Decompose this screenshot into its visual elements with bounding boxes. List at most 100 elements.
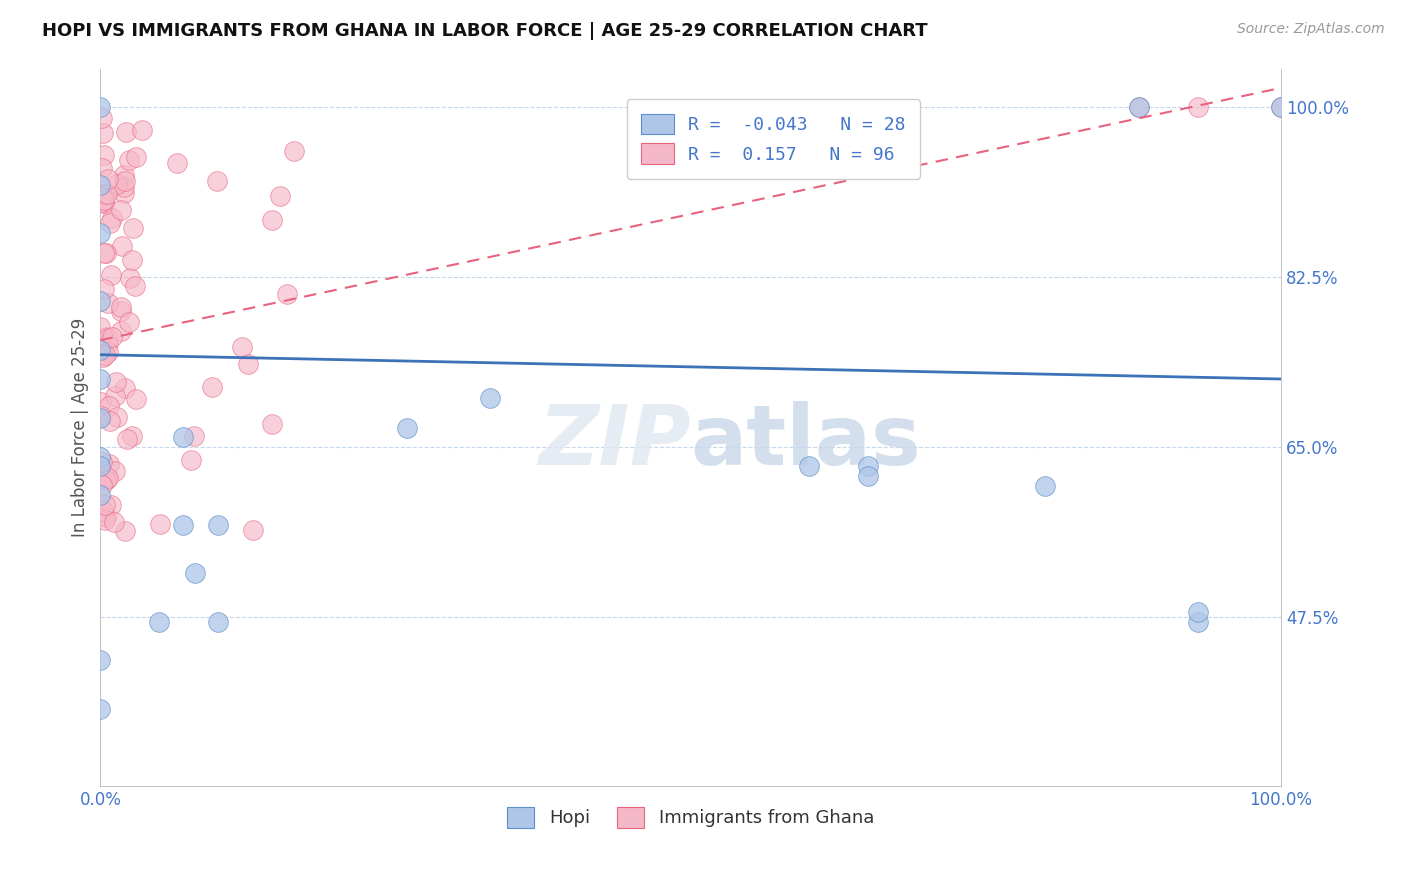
Point xyxy=(91,478,114,492)
Point xyxy=(112,180,135,194)
Point xyxy=(125,150,148,164)
Point xyxy=(89,653,111,667)
Point xyxy=(172,517,194,532)
Legend: Hopi, Immigrants from Ghana: Hopi, Immigrants from Ghana xyxy=(501,799,882,835)
Point xyxy=(183,429,205,443)
Point xyxy=(797,459,820,474)
Point xyxy=(110,304,132,318)
Point xyxy=(89,702,111,716)
Point xyxy=(104,389,127,403)
Point xyxy=(96,471,118,485)
Point xyxy=(149,517,172,532)
Point xyxy=(94,473,117,487)
Point xyxy=(89,178,111,192)
Point xyxy=(90,409,112,424)
Point xyxy=(1033,479,1056,493)
Point xyxy=(110,202,132,217)
Point xyxy=(91,161,114,176)
Point xyxy=(121,253,143,268)
Point xyxy=(1270,100,1292,114)
Point xyxy=(93,513,115,527)
Point xyxy=(89,410,111,425)
Point xyxy=(114,380,136,394)
Point xyxy=(105,410,128,425)
Text: Source: ZipAtlas.com: Source: ZipAtlas.com xyxy=(1237,22,1385,37)
Point xyxy=(111,239,134,253)
Point xyxy=(101,329,124,343)
Point xyxy=(89,343,111,357)
Point xyxy=(89,227,111,241)
Point xyxy=(97,330,120,344)
Point xyxy=(94,329,117,343)
Point xyxy=(93,245,115,260)
Point xyxy=(184,566,207,580)
Point xyxy=(115,125,138,139)
Point xyxy=(110,324,132,338)
Point xyxy=(260,417,283,431)
Point xyxy=(89,372,111,386)
Point xyxy=(91,194,114,209)
Text: HOPI VS IMMIGRANTS FROM GHANA IN LABOR FORCE | AGE 25-29 CORRELATION CHART: HOPI VS IMMIGRANTS FROM GHANA IN LABOR F… xyxy=(42,22,928,40)
Point xyxy=(97,399,120,413)
Point xyxy=(1128,100,1150,114)
Point xyxy=(118,271,141,285)
Point xyxy=(117,432,139,446)
Point xyxy=(98,414,121,428)
Point xyxy=(118,315,141,329)
Point xyxy=(94,509,117,524)
Point xyxy=(207,517,229,532)
Point xyxy=(238,357,260,371)
Point xyxy=(98,457,121,471)
Point xyxy=(231,340,253,354)
Point xyxy=(91,350,114,364)
Point xyxy=(114,173,136,187)
Point xyxy=(90,111,112,125)
Point xyxy=(93,187,115,202)
Text: atlas: atlas xyxy=(690,401,921,483)
Point xyxy=(107,177,129,191)
Point xyxy=(96,246,118,260)
Point xyxy=(112,168,135,182)
Point xyxy=(148,615,170,629)
Point xyxy=(283,144,305,158)
Point xyxy=(269,188,291,202)
Point xyxy=(180,453,202,467)
Point xyxy=(89,294,111,309)
Point xyxy=(98,216,121,230)
Text: ZIP: ZIP xyxy=(538,401,690,483)
Point xyxy=(121,429,143,443)
Point xyxy=(207,615,229,629)
Point xyxy=(93,194,115,208)
Point xyxy=(124,278,146,293)
Point xyxy=(96,335,118,350)
Point xyxy=(205,174,228,188)
Point xyxy=(89,459,111,474)
Point xyxy=(276,286,298,301)
Point xyxy=(396,420,419,434)
Point xyxy=(1128,100,1150,114)
Point xyxy=(100,498,122,512)
Point xyxy=(89,450,111,464)
Point xyxy=(172,430,194,444)
Point xyxy=(104,464,127,478)
Point xyxy=(112,186,135,200)
Point xyxy=(166,156,188,170)
Point xyxy=(121,221,143,235)
Point xyxy=(93,148,115,162)
Point xyxy=(90,395,112,409)
Point xyxy=(131,122,153,136)
Point xyxy=(125,392,148,407)
Point xyxy=(118,153,141,168)
Point xyxy=(103,515,125,529)
Point xyxy=(100,211,122,225)
Point xyxy=(97,296,120,310)
Point xyxy=(89,488,111,502)
Point xyxy=(1270,100,1292,114)
Point xyxy=(1187,615,1209,629)
Point xyxy=(89,468,111,483)
Point xyxy=(260,212,283,227)
Point xyxy=(94,187,117,202)
Point xyxy=(1187,100,1209,114)
Point xyxy=(242,523,264,537)
Point xyxy=(91,126,114,140)
